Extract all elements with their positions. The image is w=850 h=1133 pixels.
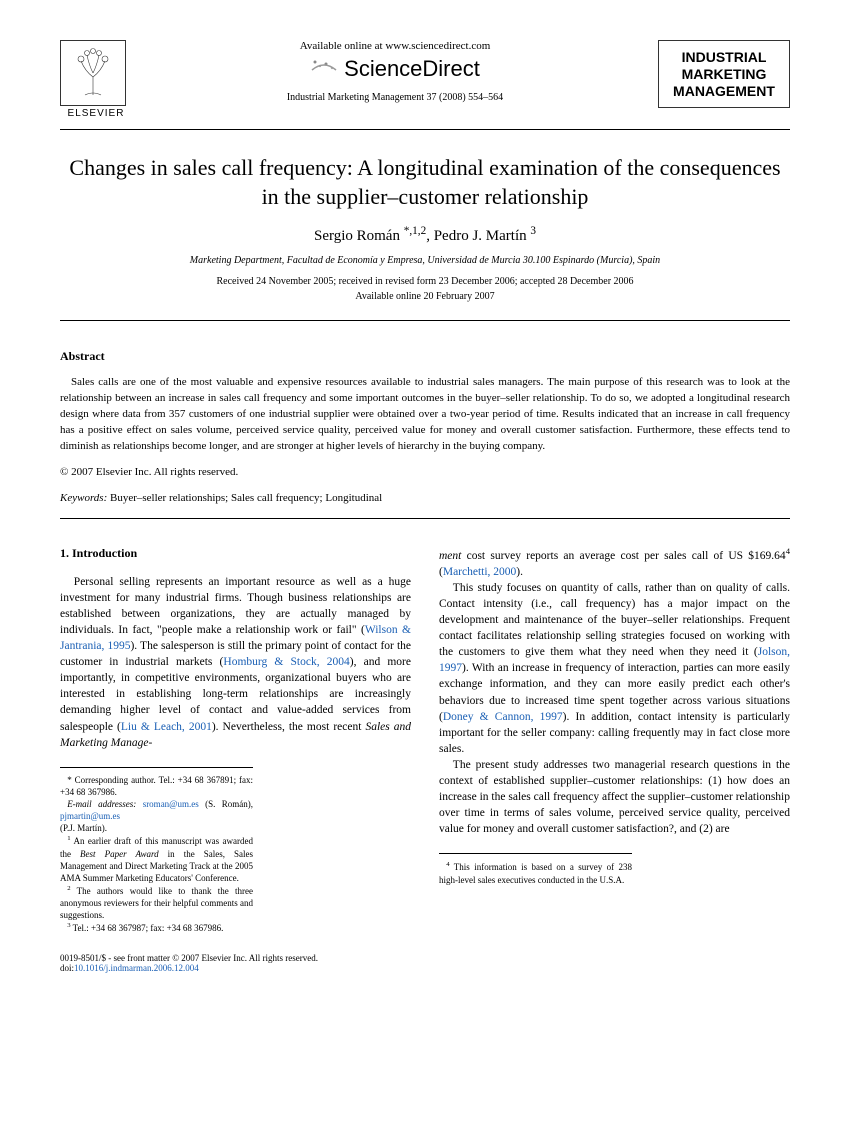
header-rule [60,129,790,130]
journal-box-line: MANAGEMENT [669,83,779,100]
abstract-section: Abstract Sales calls are one of the most… [60,349,790,478]
bottom-info: 0019-8501/$ - see front matter © 2007 El… [60,953,790,973]
footnote-2: 2 The authors would like to thank the th… [60,884,253,921]
footnotes-left: * Corresponding author. Tel.: +34 68 367… [60,767,253,935]
body-columns: 1. Introduction Personal selling represe… [60,545,790,935]
abstract-heading: Abstract [60,349,790,364]
footnotes-right: 4 This information is based on a survey … [439,853,632,885]
article-title: Changes in sales call frequency: A longi… [60,154,790,211]
footnote-corresponding: * Corresponding author. Tel.: +34 68 367… [60,774,253,798]
citation-link[interactable]: Liu & Leach, 2001 [121,721,212,733]
article-dates-line1: Received 24 November 2005; received in r… [60,276,790,287]
elsevier-tree-icon [60,40,126,106]
footnote-4: 4 This information is based on a survey … [439,860,632,885]
citation-link[interactable]: Marchetti, 2000 [443,566,516,578]
keywords-row: Keywords: Buyer–seller relationships; Sa… [60,492,790,519]
footnote-3: 3 Tel.: +34 68 367987; fax: +34 68 36798… [60,921,253,934]
column-right: ment cost survey reports an average cost… [439,545,790,935]
column-left: 1. Introduction Personal selling represe… [60,545,411,935]
journal-box-line: MARKETING [669,66,779,83]
footnote-1: 1 An earlier draft of this manuscript wa… [60,834,253,884]
body-paragraph: This study focuses on quantity of calls,… [439,580,790,757]
citation-link[interactable]: Doney & Cannon, 1997 [443,711,563,723]
issn-line: 0019-8501/$ - see front matter © 2007 El… [60,953,790,963]
keywords-text: Buyer–seller relationships; Sales call f… [110,492,382,504]
available-online-text: Available online at www.sciencedirect.co… [152,40,638,52]
journal-title-box: INDUSTRIAL MARKETING MANAGEMENT [658,40,790,108]
doi-line: doi:10.1016/j.indmarman.2006.12.004 [60,963,790,973]
authors: Sergio Román *,1,2, Pedro J. Martín 3 [60,225,790,245]
elsevier-label: ELSEVIER [60,108,132,119]
journal-citation: Industrial Marketing Management 37 (2008… [152,92,638,103]
abstract-top-rule [60,320,790,321]
elsevier-logo: ELSEVIER [60,40,132,119]
citation-link[interactable]: Homburg & Stock, 2004 [223,656,349,668]
body-paragraph: ment cost survey reports an average cost… [439,545,790,580]
footnote-emails: E-mail addresses: sroman@um.es (S. Román… [60,798,253,834]
email-link[interactable]: sroman@um.es [143,799,199,809]
center-header: Available online at www.sciencedirect.co… [132,40,658,103]
sciencedirect-logo: ScienceDirect [152,56,638,82]
journal-box-line: INDUSTRIAL [669,49,779,66]
article-dates-line2: Available online 20 February 2007 [60,291,790,302]
keywords-label: Keywords: [60,492,107,504]
sciencedirect-text: ScienceDirect [344,56,480,82]
abstract-copyright: © 2007 Elsevier Inc. All rights reserved… [60,466,790,478]
doi-link[interactable]: 10.1016/j.indmarman.2006.12.004 [74,963,199,973]
abstract-text: Sales calls are one of the most valuable… [60,375,790,455]
affiliation: Marketing Department, Facultad de Econom… [60,255,790,266]
section-heading: 1. Introduction [60,545,411,562]
email-link[interactable]: pjmartin@um.es [60,811,120,821]
header-row: ELSEVIER Available online at www.science… [60,40,790,119]
body-paragraph: Personal selling represents an important… [60,574,411,751]
body-paragraph: The present study addresses two manageri… [439,757,790,837]
sciencedirect-swoosh-icon [310,58,338,81]
